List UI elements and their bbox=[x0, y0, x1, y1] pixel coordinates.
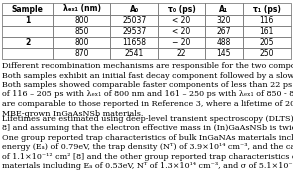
Text: 116: 116 bbox=[260, 16, 274, 25]
FancyBboxPatch shape bbox=[2, 15, 53, 26]
Text: 2541: 2541 bbox=[125, 49, 144, 58]
FancyBboxPatch shape bbox=[243, 26, 291, 37]
Text: A₀: A₀ bbox=[130, 4, 139, 13]
Text: Different recombination mechanisms are responsible for the two components of tim: Different recombination mechanisms are r… bbox=[2, 62, 293, 117]
FancyBboxPatch shape bbox=[205, 37, 243, 48]
Text: τ₀ (ps): τ₀ (ps) bbox=[168, 4, 195, 13]
Text: 850: 850 bbox=[75, 27, 89, 36]
Text: τ₁ (ps): τ₁ (ps) bbox=[253, 4, 281, 13]
FancyBboxPatch shape bbox=[2, 3, 53, 15]
Text: 800: 800 bbox=[75, 38, 89, 47]
Text: 2: 2 bbox=[25, 38, 30, 47]
FancyBboxPatch shape bbox=[53, 37, 110, 48]
Text: 161: 161 bbox=[260, 27, 274, 36]
Text: A₁: A₁ bbox=[219, 4, 229, 13]
FancyBboxPatch shape bbox=[205, 48, 243, 59]
Text: 267: 267 bbox=[217, 27, 231, 36]
FancyBboxPatch shape bbox=[53, 26, 110, 37]
FancyBboxPatch shape bbox=[158, 48, 205, 59]
Text: 320: 320 bbox=[217, 16, 231, 25]
FancyBboxPatch shape bbox=[205, 3, 243, 15]
Text: 11658: 11658 bbox=[122, 38, 146, 47]
Text: 488: 488 bbox=[217, 38, 231, 47]
FancyBboxPatch shape bbox=[110, 48, 158, 59]
Text: < 20: < 20 bbox=[172, 16, 191, 25]
FancyBboxPatch shape bbox=[2, 48, 53, 59]
Text: 205: 205 bbox=[260, 38, 274, 47]
Text: 22: 22 bbox=[177, 49, 186, 58]
FancyBboxPatch shape bbox=[53, 15, 110, 26]
Text: 800: 800 bbox=[75, 16, 89, 25]
FancyBboxPatch shape bbox=[158, 15, 205, 26]
FancyBboxPatch shape bbox=[2, 37, 53, 48]
Text: 250: 250 bbox=[260, 49, 274, 58]
FancyBboxPatch shape bbox=[110, 3, 158, 15]
Text: 25037: 25037 bbox=[122, 16, 146, 25]
FancyBboxPatch shape bbox=[205, 15, 243, 26]
FancyBboxPatch shape bbox=[243, 3, 291, 15]
Text: 29537: 29537 bbox=[122, 27, 146, 36]
FancyBboxPatch shape bbox=[243, 15, 291, 26]
FancyBboxPatch shape bbox=[53, 48, 110, 59]
FancyBboxPatch shape bbox=[158, 26, 205, 37]
Text: < 20: < 20 bbox=[172, 27, 191, 36]
FancyBboxPatch shape bbox=[53, 3, 110, 15]
Text: λₑₓ₁ (nm): λₑₓ₁ (nm) bbox=[63, 4, 101, 13]
FancyBboxPatch shape bbox=[110, 15, 158, 26]
Text: − 20: − 20 bbox=[172, 38, 191, 47]
FancyBboxPatch shape bbox=[110, 26, 158, 37]
Text: 870: 870 bbox=[75, 49, 89, 58]
FancyBboxPatch shape bbox=[158, 3, 205, 15]
FancyBboxPatch shape bbox=[110, 37, 158, 48]
FancyBboxPatch shape bbox=[243, 48, 291, 59]
FancyBboxPatch shape bbox=[205, 26, 243, 37]
Text: Sample: Sample bbox=[12, 4, 44, 13]
FancyBboxPatch shape bbox=[158, 37, 205, 48]
Text: 1: 1 bbox=[25, 16, 30, 25]
FancyBboxPatch shape bbox=[2, 26, 53, 37]
Text: Lifetimes are estimated using deep-level transient spectroscopy (DLTS) results p: Lifetimes are estimated using deep-level… bbox=[2, 115, 293, 170]
FancyBboxPatch shape bbox=[243, 37, 291, 48]
Text: 145: 145 bbox=[217, 49, 231, 58]
